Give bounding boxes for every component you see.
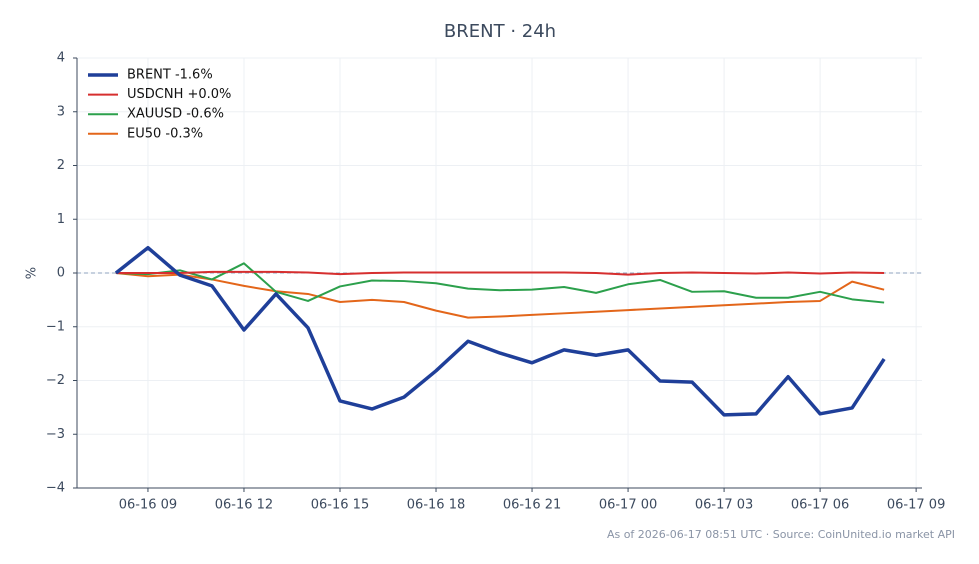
x-tick-label: 06-16 18 <box>407 498 465 513</box>
legend-label: XAUUSD -0.6% <box>127 107 224 122</box>
y-tick-label: −4 <box>46 481 65 496</box>
x-tick-label: 06-16 21 <box>503 498 561 513</box>
y-tick-label: 0 <box>57 266 65 281</box>
chart-title: BRENT · 24h <box>444 21 556 42</box>
x-tick-label: 06-17 06 <box>791 498 849 513</box>
x-tick-label: 06-16 09 <box>119 498 177 513</box>
source-note: As of 2026-06-17 08:51 UTC · Source: Coi… <box>607 528 955 541</box>
y-tick-label: −2 <box>46 373 65 388</box>
legend-label: USDCNH +0.0% <box>127 87 231 102</box>
series-line <box>115 262 885 304</box>
series-line <box>115 270 885 276</box>
x-tick-label: 06-17 03 <box>695 498 753 513</box>
y-tick-label: 2 <box>57 158 65 173</box>
series-line <box>114 245 886 417</box>
y-tick-label: −1 <box>46 319 65 334</box>
y-tick-label: −3 <box>46 427 65 442</box>
y-tick-label: 4 <box>57 51 65 66</box>
series-line <box>115 272 885 319</box>
x-tick-label: 06-17 09 <box>887 498 945 513</box>
legend-label: EU50 -0.3% <box>127 126 203 141</box>
x-tick-label: 06-17 00 <box>599 498 657 513</box>
x-tick-label: 06-16 12 <box>215 498 273 513</box>
y-axis-label: % <box>25 267 40 279</box>
y-tick-label: 1 <box>57 212 65 227</box>
y-tick-label: 3 <box>57 104 65 119</box>
x-tick-label: 06-16 15 <box>311 498 369 513</box>
legend-label: BRENT -1.6% <box>127 68 213 83</box>
